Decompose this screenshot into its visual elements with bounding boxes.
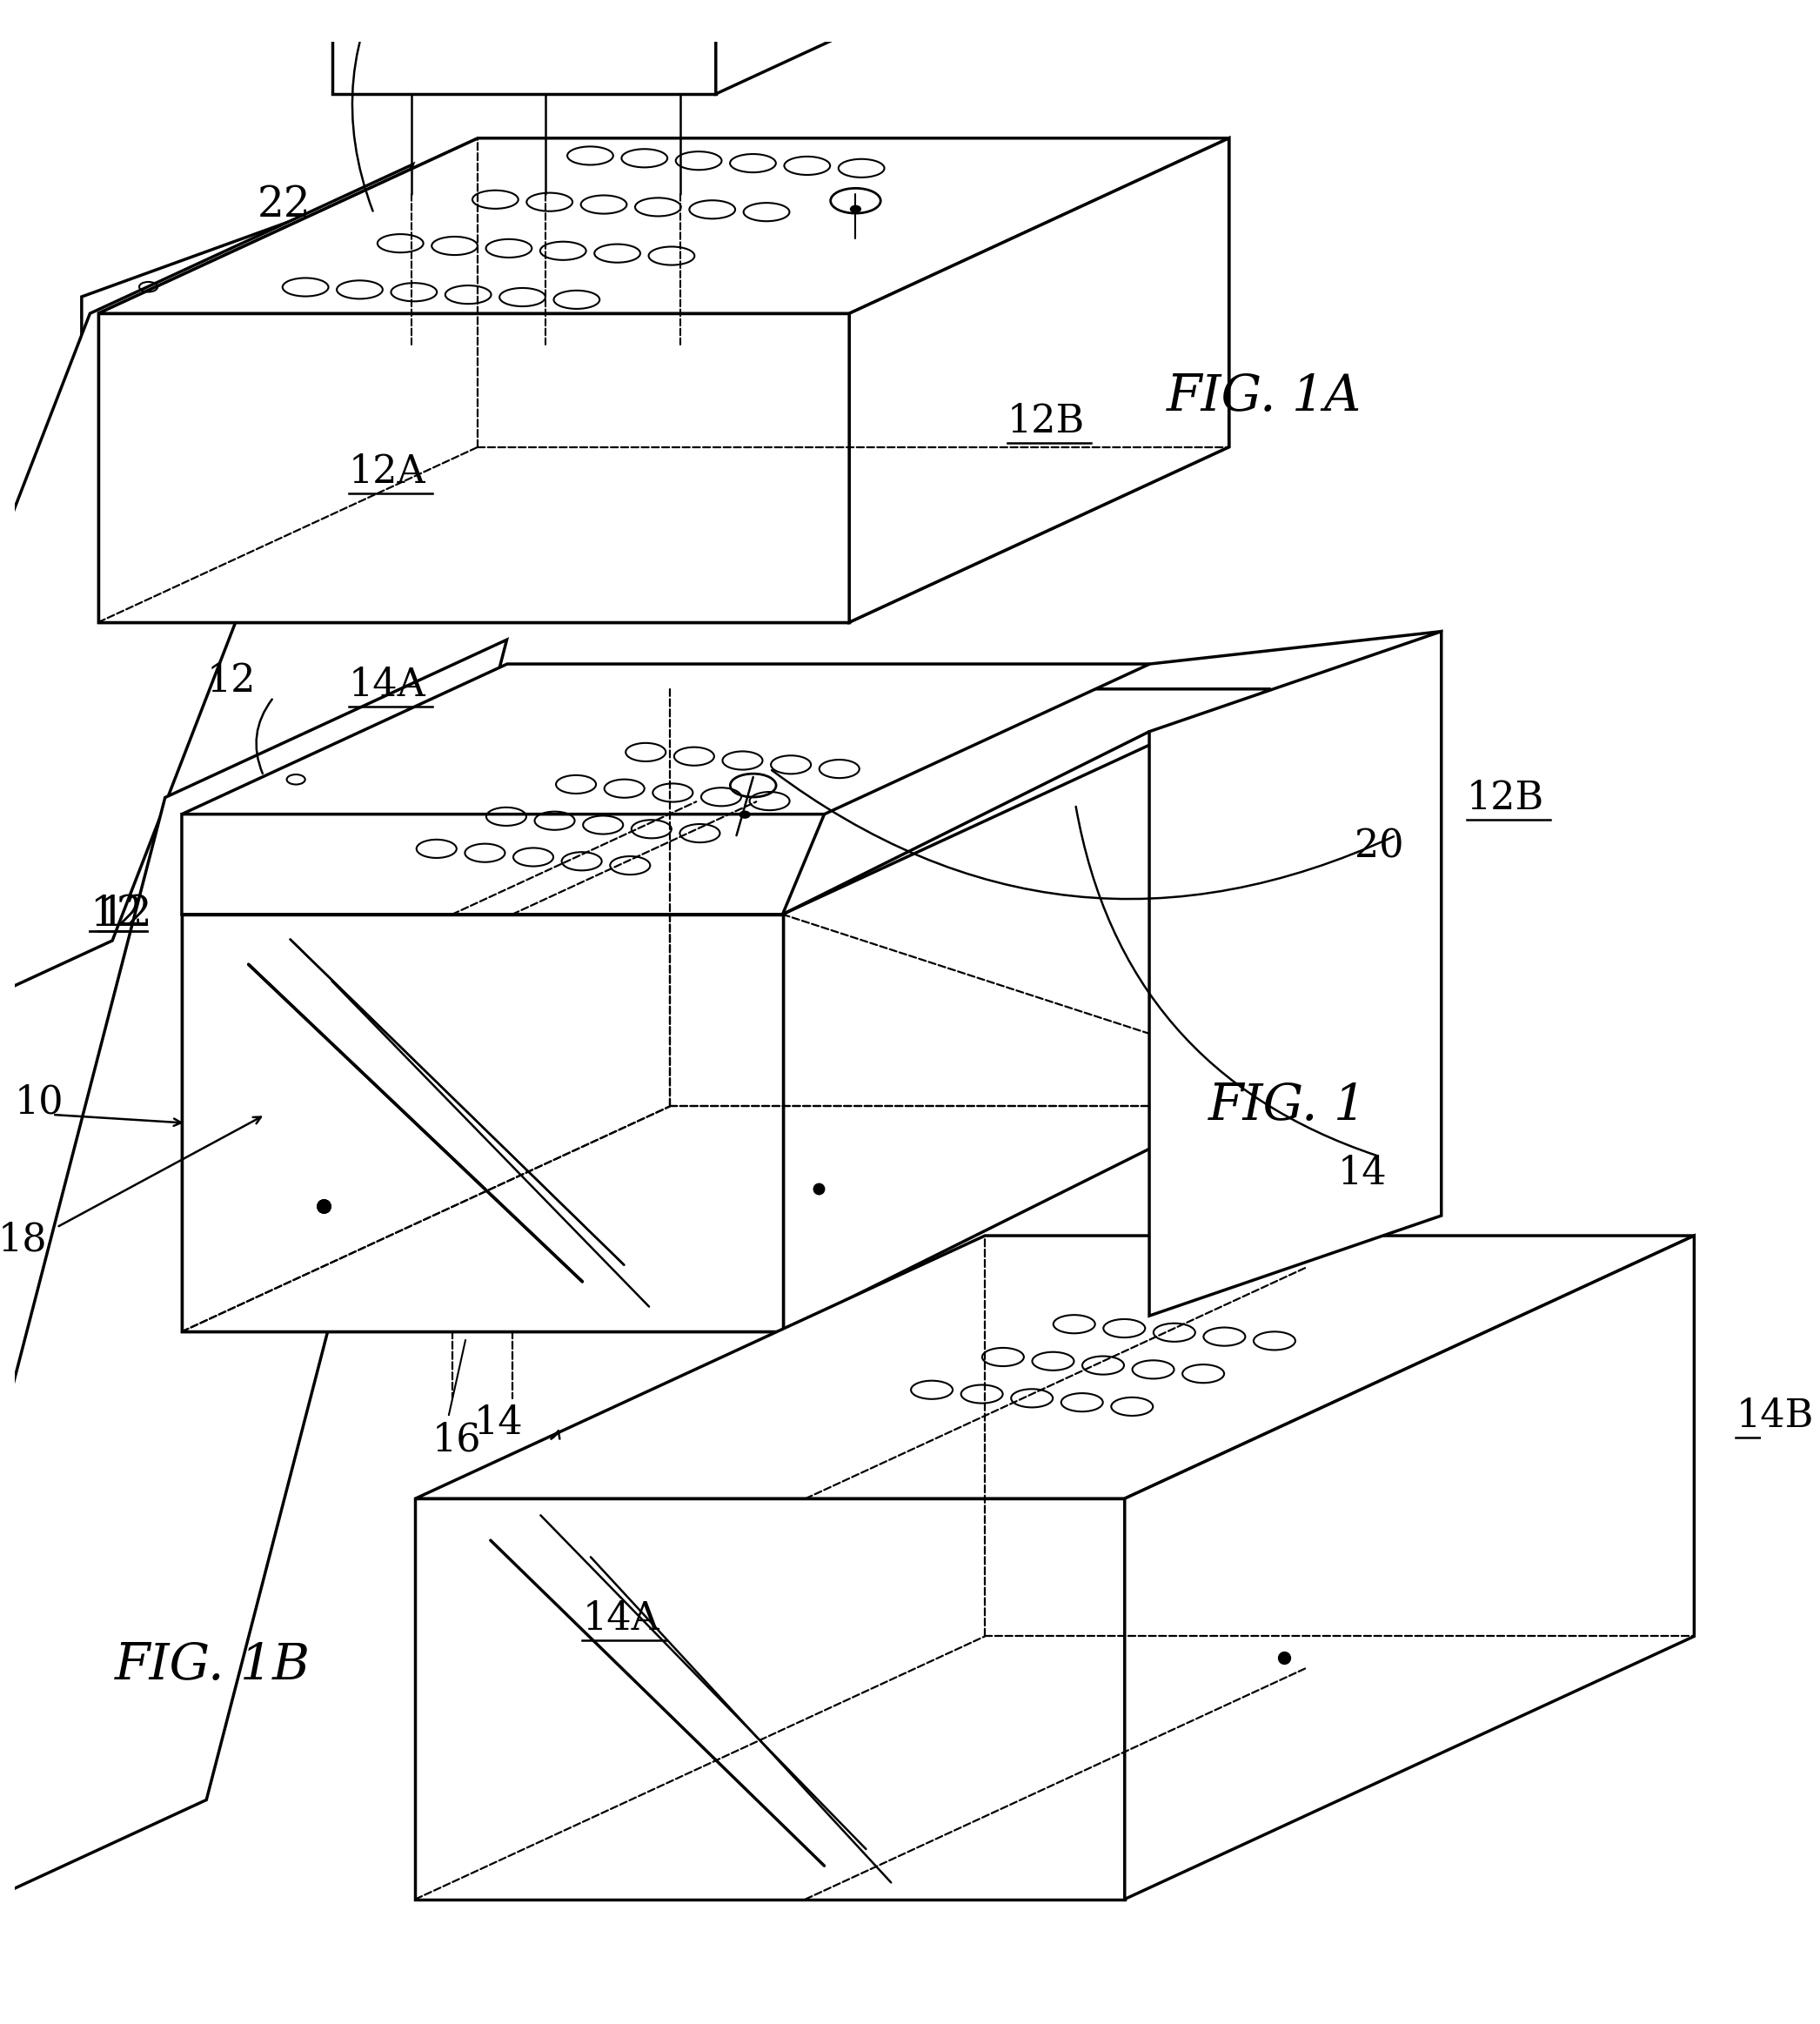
Text: 14: 14 [1338, 1154, 1387, 1192]
Polygon shape [182, 915, 783, 1332]
Polygon shape [415, 1498, 1125, 1899]
FancyArrowPatch shape [55, 1115, 182, 1125]
Polygon shape [98, 138, 1229, 314]
Text: 14A: 14A [349, 666, 426, 704]
Polygon shape [82, 208, 326, 640]
Polygon shape [182, 814, 824, 915]
Polygon shape [0, 164, 413, 1089]
FancyArrowPatch shape [58, 1117, 260, 1227]
Polygon shape [98, 314, 850, 621]
Polygon shape [98, 314, 850, 621]
FancyArrowPatch shape [772, 771, 1394, 899]
Text: 10: 10 [15, 1083, 64, 1121]
Polygon shape [415, 1237, 1694, 1498]
Ellipse shape [739, 812, 750, 818]
Text: 22: 22 [257, 184, 311, 225]
Ellipse shape [850, 206, 861, 213]
Polygon shape [182, 915, 783, 1332]
FancyArrowPatch shape [353, 0, 397, 210]
Text: 14A: 14A [582, 1601, 659, 1637]
Text: 12: 12 [89, 895, 144, 935]
FancyArrowPatch shape [1076, 806, 1378, 1156]
Text: 20: 20 [1354, 828, 1403, 866]
Text: 12A: 12A [349, 453, 426, 490]
Text: 12B: 12B [1467, 779, 1543, 818]
Polygon shape [0, 640, 506, 1957]
FancyArrowPatch shape [257, 698, 271, 773]
Polygon shape [1125, 1237, 1694, 1899]
Polygon shape [331, 22, 715, 93]
Text: 12: 12 [98, 895, 153, 935]
Text: 12B: 12B [1006, 403, 1085, 441]
Polygon shape [182, 688, 1270, 915]
FancyArrowPatch shape [551, 1431, 561, 1439]
Polygon shape [715, 0, 934, 93]
Text: 18: 18 [0, 1220, 47, 1259]
Polygon shape [1148, 631, 1441, 1316]
Text: FIG. 1B: FIG. 1B [115, 1641, 311, 1690]
Polygon shape [850, 138, 1229, 621]
Text: FIG. 1A: FIG. 1A [1167, 372, 1361, 421]
Text: 12: 12 [207, 662, 257, 700]
Text: 14: 14 [473, 1405, 522, 1443]
Polygon shape [98, 138, 1229, 314]
Text: 16: 16 [431, 1421, 480, 1459]
Polygon shape [331, 0, 934, 22]
Text: 14B: 14B [1736, 1397, 1815, 1435]
Polygon shape [182, 664, 1150, 814]
Polygon shape [850, 138, 1229, 621]
Text: FIG. 1: FIG. 1 [1208, 1081, 1367, 1131]
